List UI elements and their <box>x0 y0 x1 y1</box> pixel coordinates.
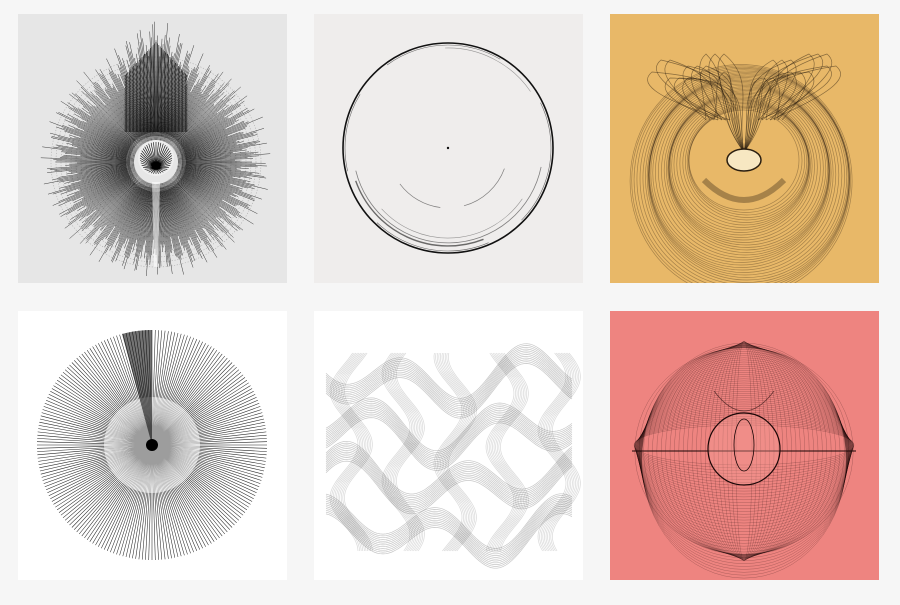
artwork-tile-ray-fan[interactable] <box>18 311 287 580</box>
ray-fan-art <box>36 329 268 561</box>
radial-spikes-art <box>40 21 271 277</box>
artwork-tile-mesh-sphere[interactable] <box>610 311 879 580</box>
artwork-tile-ribbon-vase[interactable] <box>610 14 879 283</box>
artwork-tile-radial-spikes[interactable] <box>18 14 287 283</box>
woven-lattice-art <box>325 343 581 569</box>
ribbon-vase-art <box>629 53 853 283</box>
thin-ring-art <box>342 42 554 254</box>
artwork-tile-woven-lattice[interactable] <box>314 311 583 580</box>
artwork-tile-thin-ring[interactable] <box>314 14 583 283</box>
mesh-sphere-art <box>632 340 856 579</box>
